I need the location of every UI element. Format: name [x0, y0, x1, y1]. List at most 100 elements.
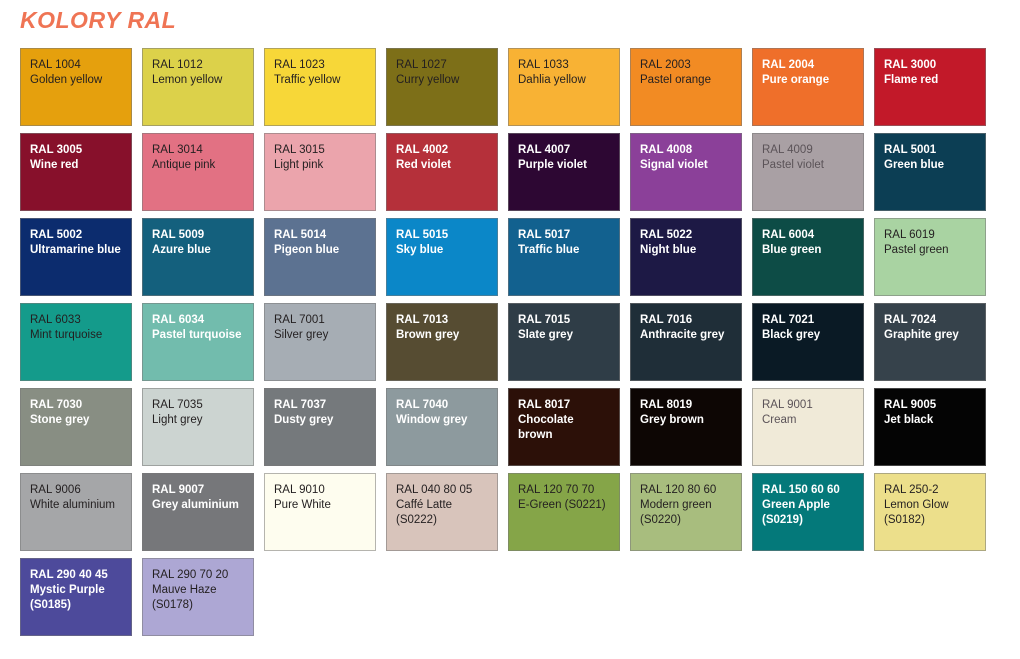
swatch-name: Blue green	[762, 244, 822, 256]
color-swatch[interactable]: RAL 7040 Window grey	[386, 388, 498, 466]
swatch-code: RAL 150 60 60	[762, 484, 840, 496]
color-swatch[interactable]: RAL 5009 Azure blue	[142, 218, 254, 296]
swatch-code: RAL 3005	[30, 144, 83, 156]
color-swatch[interactable]: RAL 9005 Jet black	[874, 388, 986, 466]
color-swatch[interactable]: RAL 290 40 45 Mystic Purple (S0185)	[20, 558, 132, 636]
color-swatch[interactable]: RAL 120 70 70 E-Green (S0221)	[508, 473, 620, 551]
swatch-name: Antique pink	[152, 159, 216, 171]
swatch-name: Grey aluminium	[152, 499, 239, 511]
swatch-code: RAL 2004	[762, 59, 815, 71]
color-swatch[interactable]: RAL 5001 Green blue	[874, 133, 986, 211]
color-swatch[interactable]: RAL 5015 Sky blue	[386, 218, 498, 296]
color-swatch[interactable]: RAL 5017 Traffic blue	[508, 218, 620, 296]
color-swatch[interactable]: RAL 2004 Pure orange	[752, 48, 864, 126]
swatch-name: Light pink	[274, 159, 324, 171]
swatch-name: Brown grey	[396, 329, 460, 341]
color-swatch[interactable]: RAL 7001 Silver grey	[264, 303, 376, 381]
swatch-name: Slate grey	[518, 329, 573, 341]
swatch-code: RAL 7040	[396, 399, 449, 411]
color-swatch[interactable]: RAL 4008 Signal violet	[630, 133, 742, 211]
color-swatch[interactable]: RAL 290 70 20 Mauve Haze (S0178)	[142, 558, 254, 636]
color-swatch[interactable]: RAL 120 80 60 Modern green (S0220)	[630, 473, 742, 551]
swatch-code: RAL 1012	[152, 59, 203, 71]
color-swatch[interactable]: RAL 9006 White aluminium	[20, 473, 132, 551]
swatch-code: RAL 290 70 20	[152, 569, 229, 581]
swatch-name: Purple violet	[518, 159, 588, 171]
color-swatch-grid: RAL 1004 Golden yellow RAL 1012 Lemon yello…	[20, 48, 1000, 636]
swatch-name: Wine red	[30, 159, 79, 171]
color-swatch[interactable]: RAL 9007 Grey aluminium	[142, 473, 254, 551]
swatch-name: Mint turquoise	[30, 329, 103, 341]
color-swatch[interactable]: RAL 7013 Brown grey	[386, 303, 498, 381]
color-swatch[interactable]: RAL 1033 Dahlia yellow	[508, 48, 620, 126]
swatch-code: RAL 5017	[518, 229, 571, 241]
color-swatch[interactable]: RAL 7030 Stone grey	[20, 388, 132, 466]
swatch-name: Black grey	[762, 329, 821, 341]
swatch-code: RAL 7021	[762, 314, 815, 326]
swatch-name: Traffic yellow	[274, 74, 341, 86]
color-swatch[interactable]: RAL 9001 Cream	[752, 388, 864, 466]
color-swatch[interactable]: RAL 7015 Slate grey	[508, 303, 620, 381]
color-swatch[interactable]: RAL 9010 Pure White	[264, 473, 376, 551]
color-swatch[interactable]: RAL 1004 Golden yellow	[20, 48, 132, 126]
swatch-name: Flame red	[884, 74, 939, 86]
color-swatch[interactable]: RAL 8019 Grey brown	[630, 388, 742, 466]
color-swatch[interactable]: RAL 6034 Pastel turquoise	[142, 303, 254, 381]
color-swatch[interactable]: RAL 4007 Purple violet	[508, 133, 620, 211]
swatch-name: Pastel violet	[762, 159, 825, 171]
swatch-name: Pigeon blue	[274, 244, 340, 256]
swatch-name: Grey brown	[640, 414, 704, 426]
color-swatch[interactable]: RAL 7035 Light grey	[142, 388, 254, 466]
swatch-name: Golden yellow	[30, 74, 103, 86]
swatch-code: RAL 4008	[640, 144, 693, 156]
color-swatch[interactable]: RAL 8017 Chocolate brown	[508, 388, 620, 466]
color-swatch[interactable]: RAL 7037 Dusty grey	[264, 388, 376, 466]
color-swatch[interactable]: RAL 5002 Ultramarine blue	[20, 218, 132, 296]
color-swatch[interactable]: RAL 150 60 60 Green Apple (S0219)	[752, 473, 864, 551]
swatch-code: RAL 6004	[762, 229, 815, 241]
color-swatch[interactable]: RAL 040 80 05 Caffé Latte (S0222)	[386, 473, 498, 551]
swatch-name: Green blue	[884, 159, 945, 171]
color-swatch[interactable]: RAL 6033 Mint turquoise	[20, 303, 132, 381]
color-swatch[interactable]: RAL 3015 Light pink	[264, 133, 376, 211]
swatch-name: Window grey	[396, 414, 468, 426]
swatch-code: RAL 1027	[396, 59, 447, 71]
color-swatch[interactable]: RAL 2003 Pastel orange	[630, 48, 742, 126]
swatch-name: Azure blue	[152, 244, 211, 256]
swatch-code: RAL 6019	[884, 229, 935, 241]
swatch-name: Pastel orange	[640, 74, 711, 86]
color-swatch[interactable]: RAL 5022 Night blue	[630, 218, 742, 296]
color-swatch[interactable]: RAL 6019 Pastel green	[874, 218, 986, 296]
color-swatch[interactable]: RAL 250-2 Lemon Glow (S0182)	[874, 473, 986, 551]
color-swatch[interactable]: RAL 7024 Graphite grey	[874, 303, 986, 381]
color-swatch[interactable]: RAL 6004 Blue green	[752, 218, 864, 296]
color-swatch[interactable]: RAL 7021 Black grey	[752, 303, 864, 381]
swatch-name: Light grey	[152, 414, 203, 426]
color-swatch[interactable]: RAL 4009 Pastel violet	[752, 133, 864, 211]
swatch-code: RAL 7013	[396, 314, 449, 326]
color-swatch[interactable]: RAL 1012 Lemon yellow	[142, 48, 254, 126]
color-swatch[interactable]: RAL 3014 Antique pink	[142, 133, 254, 211]
swatch-name: Ultramarine blue	[30, 244, 121, 256]
swatch-code: RAL 5022	[640, 229, 693, 241]
color-swatch[interactable]: RAL 3005 Wine red	[20, 133, 132, 211]
swatch-code: RAL 3000	[884, 59, 937, 71]
swatch-code: RAL 120 70 70	[518, 484, 595, 496]
swatch-name: E-Green (S0221)	[518, 499, 606, 511]
color-swatch[interactable]: RAL 1027 Curry yellow	[386, 48, 498, 126]
swatch-name: Mystic Purple (S0185)	[30, 584, 105, 611]
swatch-name: Chocolate brown	[518, 414, 574, 441]
color-swatch[interactable]: RAL 4002 Red violet	[386, 133, 498, 211]
swatch-name: Anthracite grey	[640, 329, 725, 341]
color-swatch[interactable]: RAL 1023 Traffic yellow	[264, 48, 376, 126]
color-swatch[interactable]: RAL 3000 Flame red	[874, 48, 986, 126]
color-swatch[interactable]: RAL 7016 Anthracite grey	[630, 303, 742, 381]
swatch-code: RAL 3015	[274, 144, 325, 156]
swatch-code: RAL 6033	[30, 314, 81, 326]
swatch-name: Dahlia yellow	[518, 74, 586, 86]
swatch-name: Red violet	[396, 159, 451, 171]
color-swatch[interactable]: RAL 5014 Pigeon blue	[264, 218, 376, 296]
swatch-name: Signal violet	[640, 159, 708, 171]
swatch-code: RAL 5001	[884, 144, 937, 156]
swatch-name: Cream	[762, 414, 797, 426]
